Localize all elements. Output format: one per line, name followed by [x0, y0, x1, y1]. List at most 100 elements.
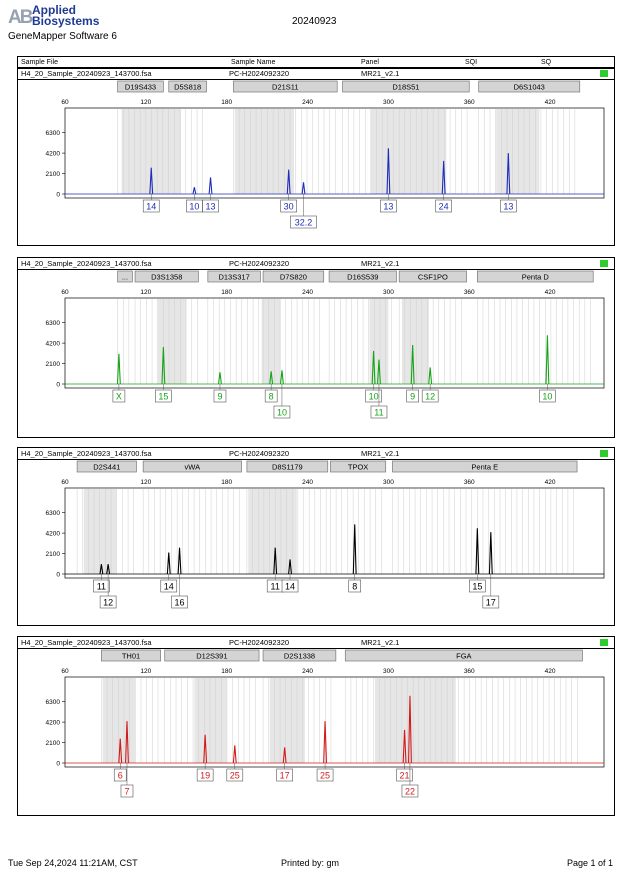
- x-tick-label: 420: [545, 668, 556, 675]
- marker-box: [164, 649, 260, 662]
- peak: [506, 153, 511, 195]
- peak: [323, 721, 328, 764]
- peak: [352, 524, 357, 575]
- allele-label: 13: [503, 202, 513, 212]
- peak: [282, 747, 287, 764]
- allele-label: 25: [320, 771, 330, 781]
- report-date: 20240923: [292, 16, 337, 27]
- x-tick-label: 300: [383, 289, 394, 296]
- marker-label: D6S1043: [514, 83, 545, 92]
- allele-box: [171, 595, 188, 609]
- allele-label: 10: [189, 202, 199, 212]
- marker-label: D7S820: [280, 273, 307, 282]
- allele-label: 17: [486, 598, 496, 608]
- bin-shade: [102, 678, 136, 763]
- allele-label: 25: [230, 771, 240, 781]
- allele-box: [401, 784, 419, 798]
- sample-file: H4_20_Sample_20240923_143700.fsa: [21, 69, 152, 78]
- allele-box: [539, 389, 556, 403]
- status-indicator: [600, 260, 608, 267]
- marker-label: D3S1358: [151, 273, 182, 282]
- allele-label: 32.2: [295, 218, 313, 228]
- x-tick-label: 240: [302, 99, 313, 106]
- y-tick-label: 6300: [46, 699, 61, 706]
- sample-name: PC-H2024092320: [229, 69, 290, 78]
- marker-box: [392, 460, 578, 473]
- allele-label: 7: [124, 787, 129, 797]
- allele-box: [213, 389, 227, 403]
- peak: [116, 353, 121, 385]
- x-tick-label: 180: [221, 289, 232, 296]
- allele-label: 14: [164, 582, 174, 592]
- allele-box: [482, 595, 500, 609]
- bin-shade: [401, 299, 429, 384]
- allele-box: [160, 579, 178, 593]
- peak: [386, 148, 391, 195]
- allele-label: 8: [269, 392, 274, 402]
- peak: [488, 532, 493, 575]
- allele-label: 8: [352, 582, 357, 592]
- marker-box: [262, 270, 325, 283]
- peak: [161, 346, 166, 385]
- bin-shade: [121, 109, 181, 194]
- peak: [208, 177, 213, 195]
- peak: [410, 345, 415, 385]
- x-tick-label: 60: [61, 479, 69, 486]
- panel-name: MR21_v2.1: [361, 638, 400, 647]
- electropherogram-panel-black: H4_20_Sample_20240923_143700.fsa PC-H202…: [17, 447, 615, 626]
- peak: [177, 547, 182, 575]
- sample-file: H4_20_Sample_20240923_143700.fsa: [21, 259, 152, 268]
- allele-box: [380, 199, 397, 213]
- sample-row: H4_20_Sample_20240923_143700.fsa PC-H202…: [18, 448, 614, 460]
- allele-label: 24: [439, 202, 449, 212]
- allele-label: 9: [410, 392, 415, 402]
- y-tick-label: 4200: [46, 719, 61, 726]
- allele-label: 6: [118, 771, 123, 781]
- marker-label: D2S1338: [284, 652, 315, 661]
- sample-name: PC-H2024092320: [229, 638, 290, 647]
- marker-label: D19S433: [125, 83, 156, 92]
- allele-label: 16: [175, 598, 185, 608]
- marker-label: vWA: [185, 463, 201, 472]
- bin-shade: [374, 678, 456, 763]
- x-tick-label: 420: [545, 479, 556, 486]
- logo-line-2: Biosystems: [32, 14, 100, 28]
- sample-row: H4_20_Sample_20240923_143700.fsa PC-H202…: [18, 637, 614, 649]
- allele-box: [226, 768, 244, 782]
- allele-label: 11: [271, 582, 280, 592]
- sample-row: H4_20_Sample_20240923_143700.fsa PC-H202…: [18, 258, 614, 270]
- allele-label: 22: [405, 787, 415, 797]
- peak: [286, 169, 291, 195]
- allele-label: 10: [542, 392, 552, 402]
- logo: AB Applied Biosystems: [8, 4, 118, 33]
- marker-label: ...: [122, 273, 128, 282]
- allele-box: [142, 199, 160, 213]
- allele-box: [500, 199, 517, 213]
- marker-label: D2S441: [93, 463, 120, 472]
- allele-label: 10: [277, 408, 287, 418]
- logo-mark: AB: [8, 7, 33, 28]
- marker-label: FGA: [456, 652, 471, 661]
- x-tick-label: 60: [61, 99, 69, 106]
- allele-label: 15: [472, 582, 482, 592]
- col-sq: SQ: [541, 59, 552, 66]
- allele-label: X: [116, 392, 122, 402]
- status-indicator: [600, 639, 608, 646]
- x-tick-label: 420: [545, 289, 556, 296]
- y-tick-label: 0: [56, 571, 60, 578]
- marker-label: Penta E: [471, 463, 498, 472]
- footer-timestamp: Tue Sep 24,2024 11:21AM, CST: [8, 858, 138, 868]
- peak: [218, 372, 222, 385]
- marker-label: TPOX: [348, 463, 368, 472]
- marker-box: [330, 460, 387, 473]
- peak: [203, 734, 208, 764]
- y-tick-label: 6300: [46, 130, 61, 137]
- x-tick-label: 180: [221, 668, 232, 675]
- marker-box: [344, 649, 583, 662]
- peak: [545, 335, 550, 385]
- peak: [441, 160, 446, 195]
- marker-box: [233, 80, 338, 93]
- marker-label: D21S11: [272, 83, 299, 92]
- allele-box: [99, 595, 117, 609]
